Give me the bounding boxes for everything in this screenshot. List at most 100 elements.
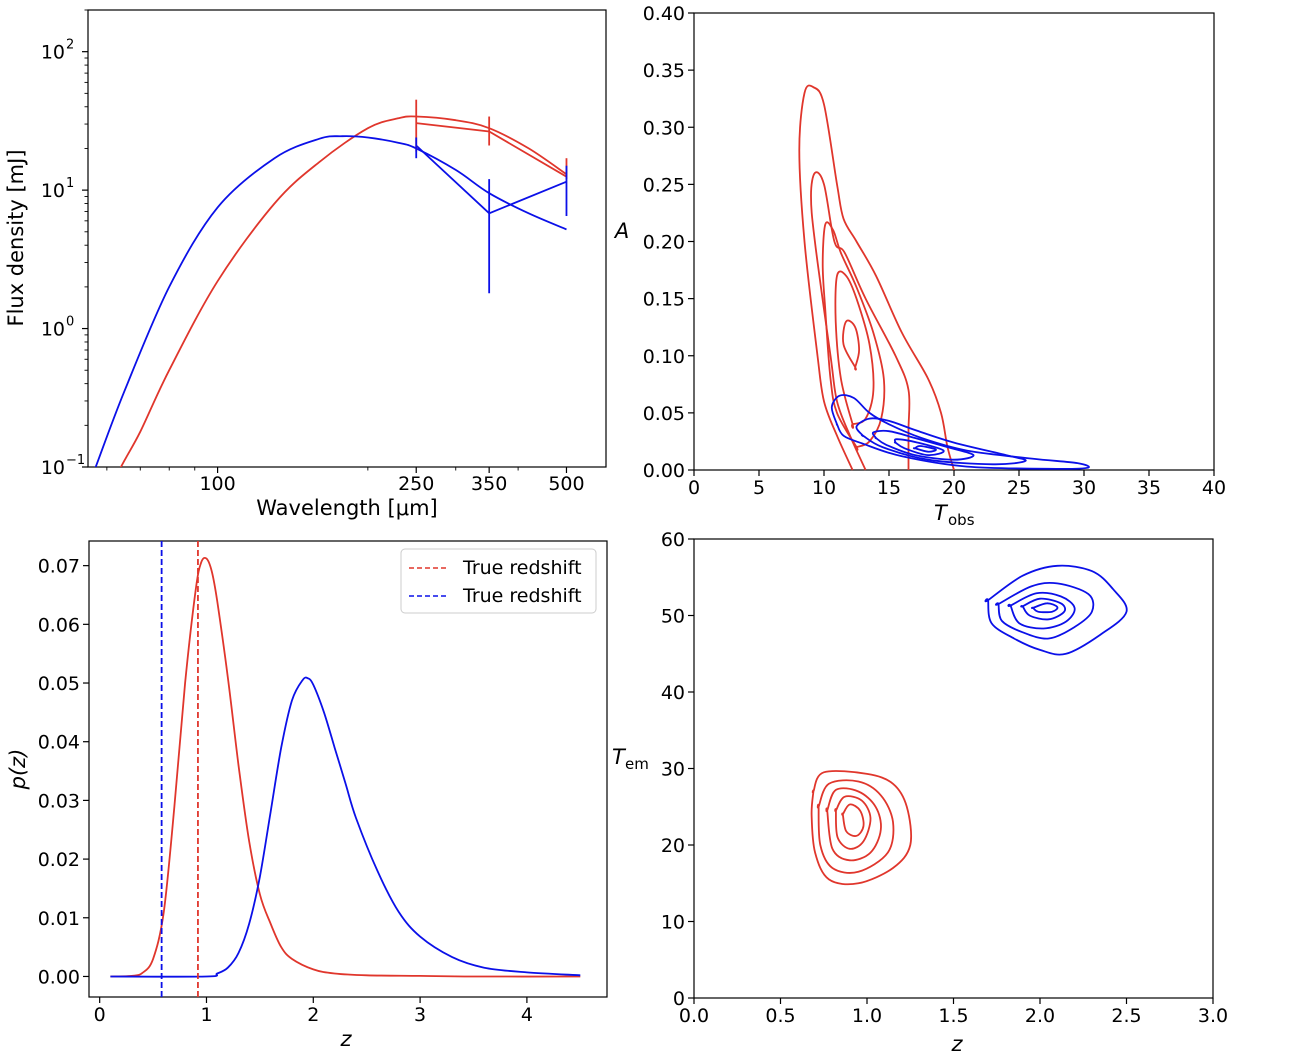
x-tick-label: 3.0 [1198,1005,1228,1027]
contour-red [816,779,895,874]
contour-blue [1030,602,1059,614]
y-tick-label: 0.15 [643,289,685,311]
x-tick-label: 3 [414,1004,426,1026]
x-tick-label: 100 [199,473,235,495]
y-tick-label: 10 [41,319,65,341]
y-tick-label: 0.01 [38,908,80,930]
tem-ticks: 0.0 0.5 1.0 1.5 2.0 2.5 3.0 0 10 20 30 40 50 60 [661,529,1228,1027]
contour-red [798,84,955,471]
tem-contour-panel: 0.0 0.5 1.0 1.5 2.0 2.5 3.0 0 10 20 30 40 50 60 z T e… [612,529,1228,1056]
tem-ylabel: T [612,745,627,769]
contour-blue [830,394,1090,470]
contour-blue [995,581,1095,640]
legend-box [400,548,597,614]
tobs-ylabel: A [613,219,629,243]
tobs-marks [798,84,1090,471]
x-tick-label: 2 [307,1004,319,1026]
x-tick-label: 30 [1072,477,1096,499]
y-tick-label: 0 [673,988,685,1010]
y-tick-label: 0.40 [643,3,685,25]
x-tick-label: 10 [812,477,836,499]
contour-blue [1007,591,1076,630]
sed-ylabel: Flux density [mJ] [4,149,28,326]
x-tick-label: 25 [1007,477,1031,499]
sed-clipped-marks [94,99,568,467]
x-tick-label: 250 [398,473,434,495]
pz-curve-red [110,556,581,978]
x-tick-label: 35 [1137,477,1161,499]
y-tick-label: 0.03 [38,790,80,812]
x-tick-label: 1.0 [852,1005,882,1027]
y-tick-label: 10 [41,457,65,479]
tobs-xlabel-sub: obs [948,511,975,529]
pz-xlabel: z [339,1027,352,1051]
y-tick-label: 0.00 [38,966,80,988]
pz-legend: True redshift True redshift [400,548,597,614]
y-tick-exponent: 2 [66,38,74,53]
x-tick-label: 0.0 [679,1005,709,1027]
pz-panel: 0 1 2 3 40.000.010.020.030.040.050.060.07 z … [6,540,608,1051]
pz-marks [110,541,581,997]
pz-ticks: 0 1 2 3 4 0.00 0.01 0.02 0.03 0.04 0.05 0.06 0.07 [38,556,533,1026]
contour-red [825,787,882,862]
y-tick-label: 50 [661,606,685,628]
y-tick-label: 0.25 [643,174,685,196]
y-tick-label: 0.05 [643,403,685,425]
y-tick-label: 40 [661,682,685,704]
contour-red [810,171,911,471]
pz-axes-frame [88,540,608,998]
pz-ylabel: p(z) [6,749,30,791]
contour-blue [855,417,1027,466]
y-tick-exponent: 1 [66,176,74,191]
x-tick-label: 0.5 [765,1005,795,1027]
y-tick-label: 0.05 [38,673,80,695]
tem-marks [810,564,1128,886]
y-tick-label: 0.30 [643,117,685,139]
y-tick-label: 0.00 [643,460,685,482]
tem-xlabel: z [950,1032,963,1056]
x-tick-label: 5 [753,477,765,499]
y-tick-label: 0.35 [643,60,685,82]
sed-xlabel: Wavelength [μm] [256,496,437,520]
y-tick-label: 20 [661,835,685,857]
y-tick-label: 10 [661,912,685,934]
contour-blue [912,445,937,453]
model-curve-red [119,115,568,467]
x-tick-label: 2.0 [1025,1005,1055,1027]
x-tick-label: 0 [94,1004,106,1026]
contour-red [842,319,860,371]
y-tick-label: 30 [661,759,685,781]
contour-blue [984,564,1128,656]
contour-red [834,795,872,850]
x-tick-label: 4 [521,1004,533,1026]
y-tick-label: 0.07 [38,556,80,578]
y-tick-label: 60 [661,529,685,551]
contour-blue [871,429,975,461]
sed-marks [94,99,568,467]
y-tick-label: 0.02 [38,849,80,871]
tobs-ticks: 0 5 10 15 20 25 30 35 40 0.00 0.05 0.10 0.15 0.20 0.25… [643,3,1226,499]
y-tick-label: 0.10 [643,346,685,368]
y-tick-label: 0.04 [38,732,80,754]
legend-label-blue: True redshift [462,585,582,607]
y-tick-exponent: −1 [66,453,85,468]
x-tick-label: 500 [548,473,584,495]
tem-ylabel-sub: em [625,755,649,773]
y-tick-label: 0.06 [38,614,80,636]
x-tick-label: 1.5 [938,1005,968,1027]
x-tick-label: 350 [471,473,507,495]
tobs-contour-panel: 0 5 10 15 20 25 30 35 40 0.00 0.05 0.10 0.15 0.20 0.25… [613,3,1226,529]
x-tick-label: 15 [877,477,901,499]
contour-blue [1020,597,1066,621]
x-tick-label: 1 [200,1004,212,1026]
model-curve-blue [94,135,567,467]
sed-axes-frame [87,9,607,468]
x-tick-label: 20 [942,477,966,499]
legend-label-red: True redshift [462,557,582,579]
x-tick-label: 2.5 [1111,1005,1141,1027]
pz-curve-blue [110,676,581,978]
y-tick-label: 10 [41,42,65,64]
y-tick-exponent: 0 [66,315,74,330]
